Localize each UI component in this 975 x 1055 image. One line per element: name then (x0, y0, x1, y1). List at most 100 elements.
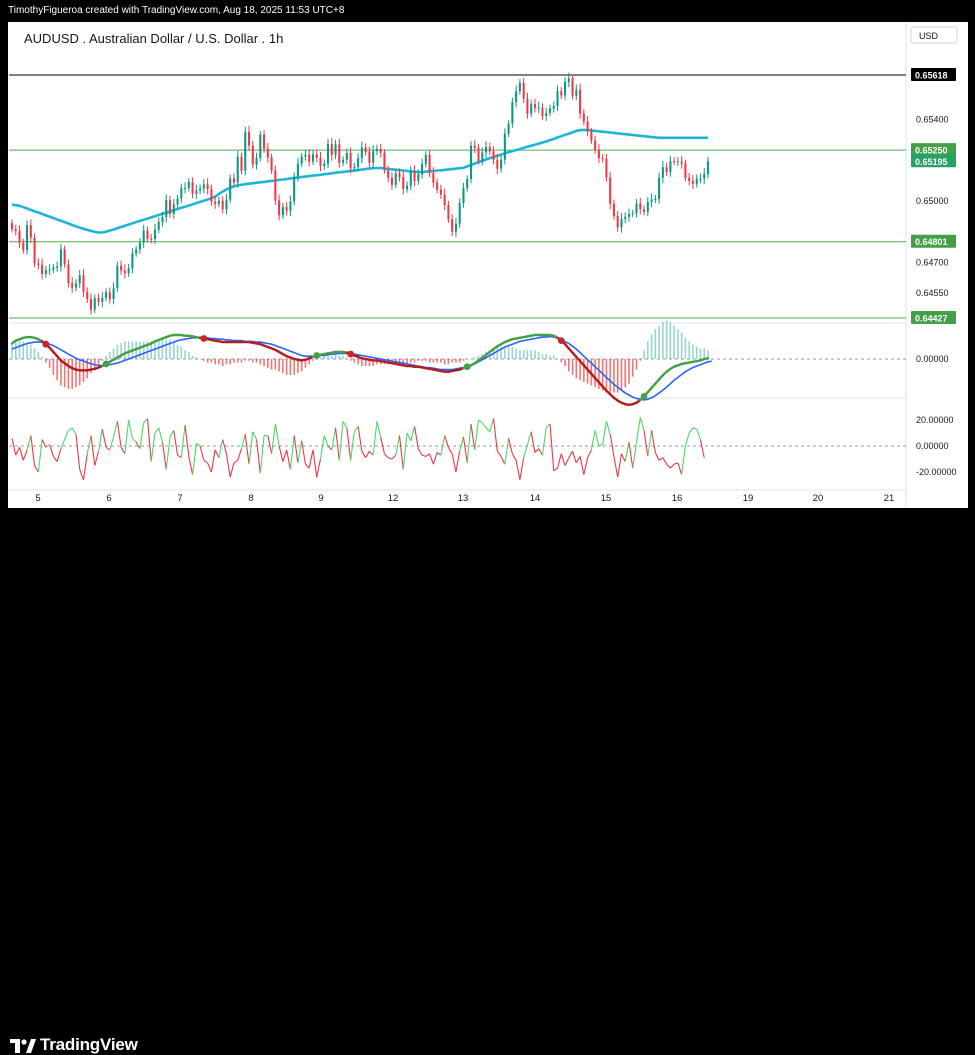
oscillator-segment (229, 462, 235, 478)
candle-body (168, 200, 172, 214)
oscillator-segment (30, 435, 36, 466)
oscillator-segment (342, 421, 348, 429)
candle-body (635, 203, 638, 214)
oscillator-segment (248, 431, 254, 465)
oscillator-segment (233, 459, 239, 464)
macd-histogram-bar (455, 359, 457, 363)
macd-cross-dot (557, 337, 565, 345)
price-tick-label: 0.65400 (916, 114, 949, 124)
macd-histogram-bar (86, 359, 89, 379)
candle-body (285, 207, 288, 211)
oscillator-segment (605, 421, 611, 435)
oscillator-segment (504, 438, 510, 465)
candle-body (37, 263, 40, 265)
macd-histogram-bar (500, 346, 502, 359)
candle-body (240, 156, 243, 171)
level-label-bg (911, 143, 956, 157)
oscillator-segment (519, 457, 525, 480)
macd-histogram-bar (127, 341, 130, 359)
candle-body (387, 170, 390, 179)
horizontal-levels-layer (9, 74, 906, 319)
oscillator-segment (22, 449, 28, 461)
oscillator-segment (271, 423, 276, 454)
macd-histogram-bar (346, 357, 348, 359)
candle-body (375, 149, 378, 152)
macd-histogram-bar (662, 321, 664, 359)
macd-histogram-bar (443, 359, 446, 365)
candle-body (612, 203, 615, 216)
candle-body (326, 143, 330, 164)
candle-body (571, 78, 574, 96)
macd-histogram-bar (598, 359, 600, 389)
candle-body (135, 249, 138, 254)
macd-histogram-bar (112, 348, 115, 359)
oscillator-segment (109, 436, 115, 451)
oscillator-segment (624, 441, 630, 462)
macd-histogram-bar (631, 359, 634, 377)
macd-histogram-bar (417, 359, 420, 361)
macd-histogram-bar (293, 359, 295, 375)
candle-body (108, 292, 111, 300)
oscillator-segment (79, 469, 84, 480)
oscillator-segment (681, 445, 686, 475)
macd-histogram-bar (48, 359, 51, 368)
oscillator-segment (128, 419, 133, 439)
candle-body (293, 176, 296, 202)
candle-body (654, 199, 657, 201)
candle-body (323, 163, 326, 166)
candle-body (451, 219, 454, 232)
macd-histogram-bar (406, 359, 408, 365)
candle-body (537, 107, 540, 109)
candle-body (548, 108, 552, 113)
price-tick-label: 0.65000 (916, 196, 949, 206)
candle-body (63, 249, 66, 265)
candle-body (311, 154, 315, 162)
macd-histogram-bar (568, 359, 570, 372)
candle-body (398, 173, 401, 178)
x-tick-label: 12 (388, 493, 399, 504)
macd-histogram-bar (684, 337, 687, 359)
macd-histogram-bar (240, 359, 243, 363)
macd-histogram-bar (515, 348, 517, 359)
oscillator-segment (124, 419, 130, 454)
candle-body (579, 89, 582, 114)
oscillator-segment (75, 434, 81, 470)
oscillator-segment (462, 436, 468, 463)
macd-histogram-bar (579, 359, 581, 381)
oscillator-tick-label: -20.00000 (916, 467, 957, 477)
oscillator-segment (444, 435, 449, 448)
oscillator-segment (192, 443, 197, 475)
oscillator-segment (319, 435, 325, 460)
price-chart[interactable]: 0.65618 0.65250 0.64801 0.64427 0.65195 0.654… (0, 0, 975, 555)
candle-body (146, 230, 149, 239)
candle-body (383, 152, 386, 171)
candle-body (390, 178, 394, 185)
macd-histogram-bar (30, 344, 32, 359)
oscillator-segment (496, 450, 502, 457)
macd-histogram-bar (477, 355, 480, 359)
candle-body (394, 173, 397, 185)
oscillator-segment (346, 427, 352, 461)
oscillator-segment (651, 430, 656, 453)
candle-body (123, 270, 126, 274)
candle-body (586, 121, 589, 132)
macd-histogram-bar (522, 350, 525, 359)
candle-body (360, 147, 363, 159)
macd-histogram-bar (101, 359, 104, 361)
oscillator-segment (635, 417, 641, 443)
oscillator-segment (259, 435, 265, 474)
oscillator-segment (255, 439, 261, 474)
macd-cross-dot (347, 350, 354, 358)
macd-histogram-bar (552, 355, 555, 359)
macd-layer (9, 320, 906, 407)
oscillator-segment (52, 456, 58, 462)
oscillator-segment (41, 439, 47, 448)
top-bar: TimothyFigueroa created with TradingView… (0, 0, 975, 22)
macd-histogram-bar (432, 359, 435, 363)
macd-histogram-bar (376, 359, 378, 365)
macd-histogram-bar (300, 359, 303, 372)
candle-body (627, 213, 631, 217)
oscillator-segment (188, 456, 194, 475)
candle-body (195, 190, 198, 194)
macd-histogram-bar (165, 339, 168, 359)
